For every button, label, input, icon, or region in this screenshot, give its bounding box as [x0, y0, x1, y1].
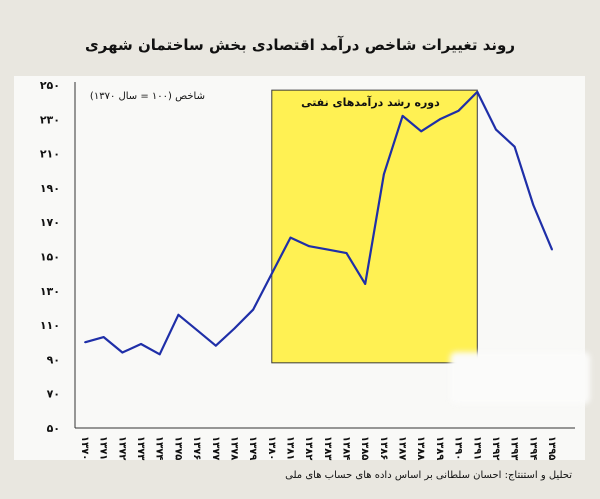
data-point	[214, 344, 217, 347]
x-tick-label: ۱۳۹۱	[471, 436, 482, 460]
x-tick-label: ۱۳۸۸	[415, 436, 426, 460]
y-tick-label: ۷۰	[47, 388, 60, 401]
x-tick-label: ۱۳۷۶	[191, 436, 202, 460]
data-point	[476, 90, 479, 93]
data-point	[102, 336, 105, 339]
data-point	[252, 308, 255, 311]
chart-title: روند تغییرات شاخص درآمد اقتصادی بخش ساخت…	[85, 36, 515, 54]
y-tick-label: ۲۳۰	[40, 113, 60, 126]
data-point	[513, 145, 516, 148]
y-axis-label: شاخص (۱۰۰ = سال ۱۳۷۰)	[89, 91, 205, 102]
x-tick-label: ۱۳۹۳	[509, 436, 520, 460]
x-tick-label: ۱۳۷۹	[247, 436, 258, 460]
data-point	[158, 353, 161, 356]
data-point	[439, 118, 441, 121]
x-tick-label: ۱۳۹۰	[453, 436, 464, 460]
series-line	[84, 90, 554, 356]
x-tick-label: ۱۳۷۷	[210, 436, 221, 460]
blurred-area	[450, 352, 590, 404]
x-tick-label: ۱۳۷۱	[98, 436, 109, 460]
data-point	[140, 343, 142, 345]
y-tick-label: ۱۷۰	[40, 216, 60, 229]
y-tick-label: ۱۱۰	[40, 319, 60, 332]
data-point	[401, 114, 404, 117]
data-point	[177, 313, 180, 316]
y-tick-label: ۹۰	[47, 353, 60, 366]
data-point	[382, 173, 385, 176]
data-point	[532, 204, 535, 206]
x-tick-label: ۱۳۸۴	[341, 436, 352, 460]
x-tick-label: ۱۳۷۰	[79, 436, 90, 460]
data-point	[308, 245, 311, 248]
x-tick-label: ۱۳۸۹	[434, 436, 445, 460]
data-point	[420, 130, 423, 133]
data-point	[345, 252, 348, 254]
x-tick-label: ۱۳۷۵	[172, 436, 183, 460]
data-point	[121, 351, 124, 354]
x-tick-label: ۱۳۸۶	[378, 436, 389, 460]
data-point	[289, 236, 292, 239]
y-tick-label: ۲۱۰	[40, 148, 60, 161]
y-tick-label: ۱۵۰	[40, 251, 60, 264]
x-tick-label: ۱۳۸۲	[303, 436, 314, 460]
highlight-label: دوره رشد درآمدهای نفتی	[301, 95, 440, 109]
x-tick-label: ۱۳۷۸	[228, 436, 239, 460]
x-tick-label: ۱۳۷۳	[135, 436, 146, 460]
x-tick-label: ۱۳۸۷	[397, 436, 408, 460]
data-point	[196, 329, 198, 332]
data-point	[233, 327, 236, 330]
data-point	[551, 248, 553, 251]
data-point	[270, 272, 273, 275]
y-tick-label: ۵۰	[47, 422, 60, 435]
y-tick-label: ۱۹۰	[40, 182, 60, 195]
data-point	[84, 341, 86, 344]
x-tick-label: ۱۳۸۰	[266, 436, 277, 460]
data-point	[326, 248, 329, 251]
x-tick-label: ۱۳۹۲	[490, 436, 501, 460]
x-tick-label: ۱۳۸۵	[359, 436, 370, 460]
x-tick-label: ۱۳۹۴	[527, 436, 538, 460]
data-point	[457, 109, 460, 112]
x-tick-label: ۱۳۸۱	[284, 436, 295, 460]
x-tick-label: ۱۳۸۳	[322, 436, 333, 460]
x-tick-label: ۱۳۷۴	[154, 436, 165, 460]
y-tick-label: ۲۵۰	[40, 79, 60, 92]
x-tick-label: ۱۳۷۲	[116, 436, 127, 460]
data-point	[364, 283, 367, 285]
y-tick-label: ۱۳۰	[40, 285, 60, 298]
data-point	[495, 128, 497, 131]
source-note: تحلیل و استنتاج: احسان سلطانی بر اساس دا…	[285, 470, 572, 481]
x-tick-label: ۱۳۹۵	[546, 436, 557, 460]
